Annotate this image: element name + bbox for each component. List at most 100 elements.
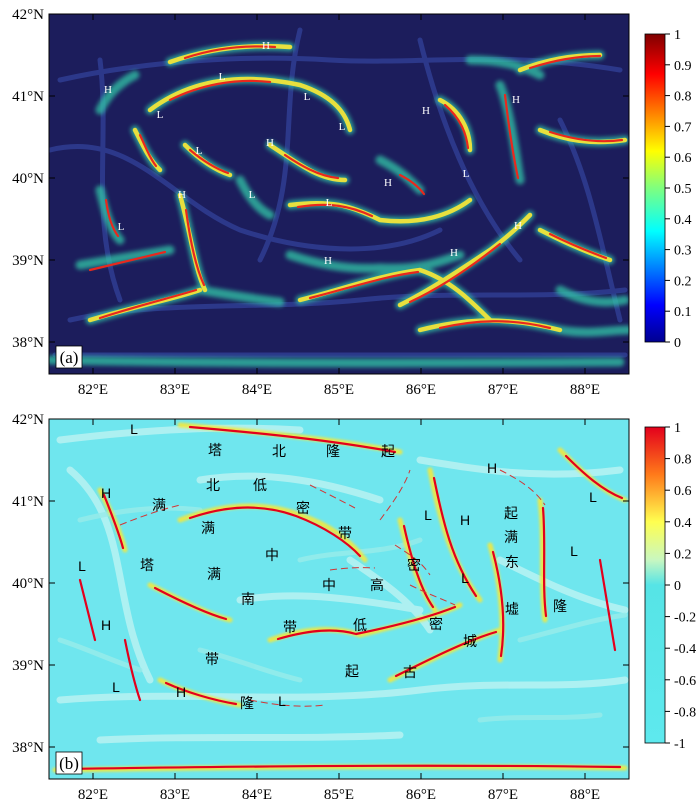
region-label: 满	[207, 567, 221, 583]
region-label: 城	[463, 634, 477, 650]
lon-tick-label: 87°E	[488, 787, 518, 803]
hl-marker: H	[460, 512, 470, 528]
hl-marker: L	[463, 168, 470, 180]
hl-marker: H	[262, 40, 270, 52]
colorbar-tick-label: -0.2	[674, 611, 696, 626]
hl-marker: H	[101, 485, 111, 501]
lon-tick-label: 86°E	[406, 382, 436, 398]
hl-marker: H	[324, 255, 332, 267]
region-label: 起	[345, 664, 359, 680]
region-label: 密	[407, 557, 421, 574]
panel-b-chinese-labels: 塔北隆起北 低密带满满中塔满南中 高密带低密带隆起 古城墟 隆起满东	[140, 443, 567, 712]
hl-marker: H	[178, 189, 186, 201]
lon-tick-label: 84°E	[242, 787, 272, 803]
lat-tick-label: 42°N	[12, 412, 44, 428]
panel-a-longitude-ticks: 82°E 83°E 84°E 85°E 86°E 87°E 88°E	[78, 14, 600, 398]
region-label: 中	[322, 578, 336, 594]
hl-marker: L	[112, 679, 120, 695]
hl-marker: L	[326, 197, 333, 209]
colorbar-tick-label: 0.8	[674, 453, 692, 468]
panel-b-label-box	[55, 751, 83, 775]
colorbar-tick-label: 0.9	[674, 59, 692, 74]
lon-tick-label: 86°E	[406, 787, 436, 803]
region-label: 隆	[553, 599, 567, 615]
colorbar-tick-label: 0.3	[674, 244, 692, 259]
lat-tick-label: 39°N	[12, 658, 44, 674]
lon-tick-label: 83°E	[160, 382, 190, 398]
region-label: 起	[381, 444, 395, 460]
region-label: 满	[152, 498, 166, 514]
region-label: 低	[253, 478, 267, 494]
lat-tick-label: 38°N	[12, 335, 44, 351]
hl-marker: H	[450, 247, 458, 259]
lon-tick-label: 82°E	[78, 382, 108, 398]
region-label: 满	[201, 521, 215, 537]
region-label: 隆	[326, 444, 340, 460]
lat-tick-label: 42°N	[12, 7, 44, 23]
panel-b-colorbar	[644, 426, 666, 744]
panel-b-colorbar-ticks: 1 0.8 0.6 0.4 0.2 0 -0.2 -0.4 -0.6 -0.8 -1	[665, 421, 696, 752]
panel-b-hl-markers: L H H L L H L L L H L H L	[78, 421, 597, 709]
region-label: 北	[206, 478, 220, 494]
lon-tick-label: 85°E	[324, 382, 354, 398]
hl-marker: L	[304, 91, 311, 103]
panel-b-longitude-ticks: 82°E 83°E 84°E 85°E 86°E 87°E 88°E	[78, 419, 600, 803]
lon-tick-label: 87°E	[488, 382, 518, 398]
hl-marker: L	[461, 570, 469, 586]
hl-marker: L	[118, 221, 125, 233]
hl-marker: L	[196, 145, 203, 157]
region-label: 密	[296, 500, 310, 517]
colorbar-tick-label: 1	[674, 28, 681, 43]
lat-tick-label: 41°N	[12, 494, 44, 510]
region-label: 塔	[208, 443, 222, 459]
region-label: 密	[429, 616, 443, 633]
panel-a-ridges	[49, 27, 629, 368]
colorbar-tick-label: -0.6	[674, 674, 696, 689]
hl-marker: L	[130, 421, 138, 437]
hl-marker: L	[219, 71, 226, 83]
region-label: 低	[353, 618, 367, 634]
lat-tick-label: 38°N	[12, 740, 44, 756]
panel-a-latitude-ticks: 42°N 41°N 40°N 39°N 38°N	[12, 7, 629, 351]
region-label: 隆	[240, 696, 254, 712]
colorbar-tick-label: 0.2	[674, 274, 692, 289]
hl-marker: H	[514, 220, 522, 232]
panel-b-label: (b)	[59, 754, 79, 773]
colorbar-tick-label: 0.5	[674, 182, 692, 197]
hl-marker: H	[176, 684, 186, 700]
panel-b-latitude-ticks: 42°N 41°N 40°N 39°N 38°N	[12, 412, 629, 756]
region-label: 古	[403, 665, 417, 681]
panel-a: H H L L H L H L H L L H L L H H H L H 42°N 41°N 40°N 39°N 38°N…	[12, 7, 691, 398]
region-label: 起	[504, 506, 518, 522]
hl-marker: L	[589, 489, 597, 505]
hl-marker: L	[278, 693, 286, 709]
colorbar-tick-label: 0	[674, 336, 681, 351]
hl-marker: H	[422, 105, 430, 117]
hl-marker: H	[104, 84, 112, 96]
region-label: 南	[241, 592, 255, 608]
lon-tick-label: 82°E	[78, 787, 108, 803]
colorbar-tick-label: 0.2	[674, 547, 692, 562]
lon-tick-label: 88°E	[570, 382, 600, 398]
hl-marker: L	[78, 558, 86, 574]
region-label: 带	[205, 652, 219, 668]
hl-marker: L	[249, 189, 256, 201]
hl-marker: L	[570, 543, 578, 559]
region-label: 墟	[505, 602, 519, 618]
lat-tick-label: 40°N	[12, 171, 44, 187]
colorbar-tick-label: 0.6	[674, 484, 692, 499]
hl-marker: L	[424, 507, 432, 523]
panel-a-hl-markers: H H L L H L H L H L L H L L H H H L H	[104, 40, 522, 267]
region-label: 带	[338, 526, 352, 542]
region-label: 东	[505, 555, 519, 571]
colorbar-tick-label: -1	[674, 737, 686, 752]
lat-tick-label: 41°N	[12, 89, 44, 105]
hl-marker: H	[487, 460, 497, 476]
panel-a-colorbar-ticks: 1 0.9 0.8 0.7 0.6 0.5 0.4 0.3 0.2 0.1 0	[665, 28, 692, 351]
panel-a-colorbar	[644, 33, 666, 343]
colorbar-tick-label: -0.4	[674, 642, 696, 657]
region-label: 满	[504, 530, 518, 546]
colorbar-tick-label: 0.7	[674, 120, 692, 135]
